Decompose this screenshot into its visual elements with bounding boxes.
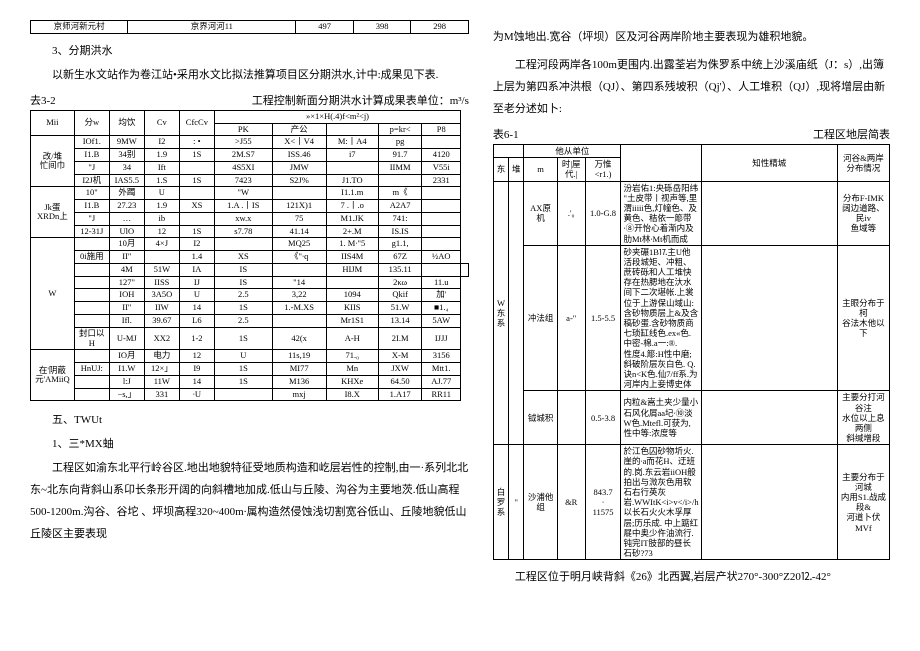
table-3-2: Mii分w均饮CvCfcCv»×1×H(.4)f<m²<j)PK产公p=kr<P… — [30, 110, 469, 402]
heading-5: 五、TWUt — [30, 411, 469, 427]
heading-3: 3、分期洪水 — [30, 42, 469, 58]
caption-right: 工程区地层简表 — [813, 126, 890, 142]
left-column: 京师河新元村 京界河河11 497 398 298 3、分期洪水 以新生水文站作… — [30, 20, 469, 594]
para-r2: 工程河段两岸各100m更围内.出露荃岩为侏罗系中统上沙溪庙纸（J：s）,出簿上层… — [493, 54, 890, 120]
top-small-table: 京师河新元村 京界河河11 497 398 298 — [30, 20, 469, 34]
caption-3-2: 去3-2 工程控制新面分期洪水计算成果表单位：m³/s — [30, 92, 469, 108]
heading-5-1: 1、三*MX蚰 — [30, 435, 469, 451]
cell: 京界河河11 — [128, 21, 296, 34]
table-6-1: 他从单位知性精城河谷&两岸分布情况东堆m时|屋 代.|万惟<r1.)W 东 系A… — [493, 144, 890, 560]
cell: 398 — [353, 21, 411, 34]
cell: 497 — [296, 21, 354, 34]
para-r3: 工程区位于明月峡背斜《26》北西翼,岩层产状270°-300°Z20⒓-42° — [493, 566, 890, 588]
para-r1: 为M蚀地出.宽谷（坪坝）区及河谷两岸阶地主要表现为雄积地貌。 — [493, 26, 890, 48]
caption-right: 工程控制新面分期洪水计算成果表单位：m³/s — [252, 92, 469, 108]
para-1: 以新生水文站作为卷江站•采用水文比拟法推算项目区分期洪水,计中:成果见下表. — [30, 64, 469, 86]
para-2: 工程区如渝东北平行岭谷区.地出地貌特征受地质构造和屹层岩性的控制,由一·系列北北… — [30, 457, 469, 545]
cell: 298 — [411, 21, 469, 34]
right-column: 为M蚀地出.宽谷（坪坝）区及河谷两岸阶地主要表现为雄积地貌。 工程河段两岸各10… — [493, 20, 890, 594]
caption-left: 表6-1 — [493, 126, 519, 142]
cell: 京师河新元村 — [31, 21, 128, 34]
caption-left: 去3-2 — [30, 92, 56, 108]
caption-6-1: 表6-1 工程区地层简表 — [493, 126, 890, 142]
